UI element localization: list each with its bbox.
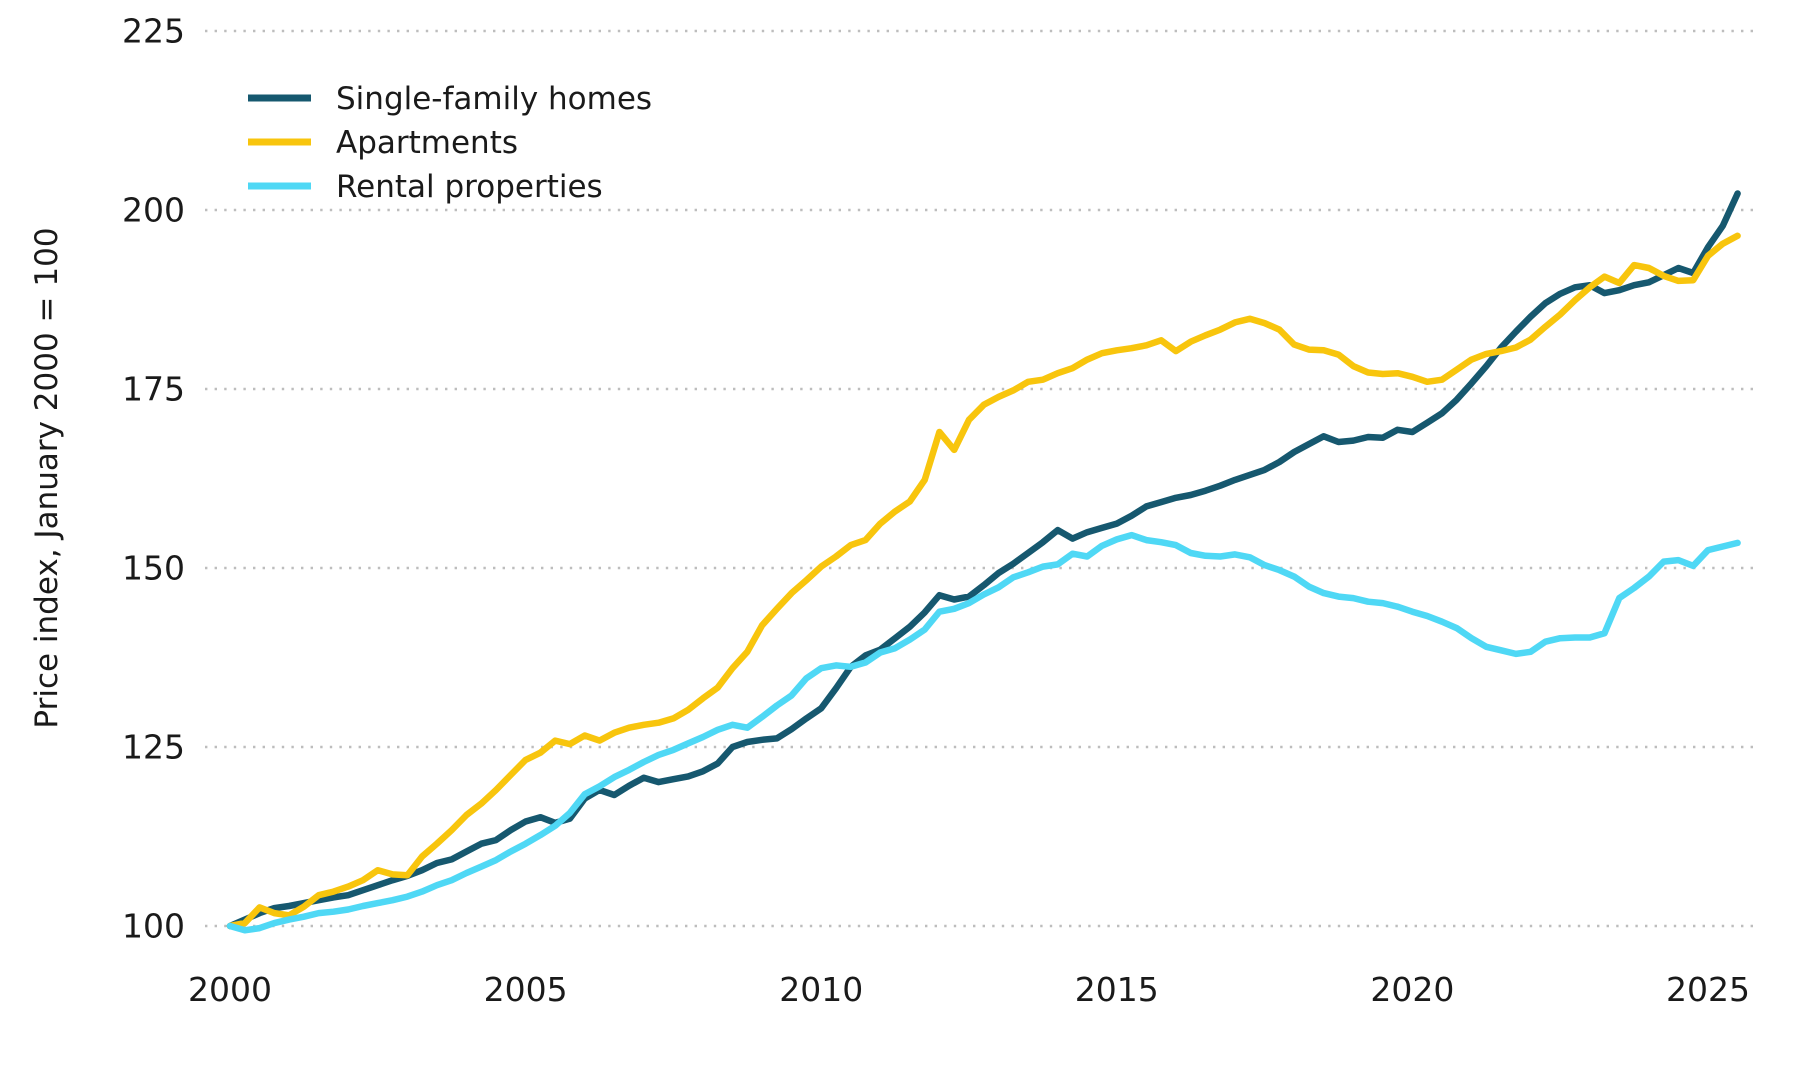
- series-line-apartments: [226, 232, 1741, 930]
- y-axis-tick-labels: 100 125 150 175 200 225: [122, 12, 185, 946]
- y-tick-label-125: 125: [122, 728, 185, 767]
- legend-label-single-family-homes: Single-family homes: [336, 81, 652, 117]
- series-line-rental-properties: [226, 531, 1741, 934]
- x-tick-label-2005: 2005: [484, 970, 568, 1009]
- legend-label-apartments: Apartments: [336, 125, 518, 161]
- series-lines: [226, 190, 1741, 934]
- legend: Single-family homes Apartments Rental prop…: [248, 81, 652, 205]
- x-tick-label-2020: 2020: [1370, 970, 1454, 1009]
- x-tick-label-2025: 2025: [1666, 970, 1750, 1009]
- legend-label-rental-properties: Rental properties: [336, 169, 603, 205]
- series-line-single-family-homes: [226, 190, 1741, 930]
- x-tick-label-2000: 2000: [188, 970, 272, 1009]
- x-tick-label-2010: 2010: [779, 970, 863, 1009]
- y-tick-label-200: 200: [122, 191, 185, 230]
- y-tick-label-100: 100: [122, 907, 185, 946]
- y-tick-label-150: 150: [122, 549, 185, 588]
- x-tick-label-2015: 2015: [1075, 970, 1159, 1009]
- legend-item-single-family-homes: Single-family homes: [248, 81, 652, 117]
- y-axis-title: Price index, January 2000 = 100: [29, 227, 65, 728]
- gridlines: [205, 29, 1753, 928]
- y-tick-label-175: 175: [122, 370, 185, 409]
- x-axis-tick-labels: 2000 2005 2010 2015 2020 2025: [188, 970, 1750, 1009]
- legend-item-rental-properties: Rental properties: [248, 169, 603, 205]
- legend-item-apartments: Apartments: [248, 125, 518, 161]
- y-tick-label-225: 225: [122, 12, 185, 51]
